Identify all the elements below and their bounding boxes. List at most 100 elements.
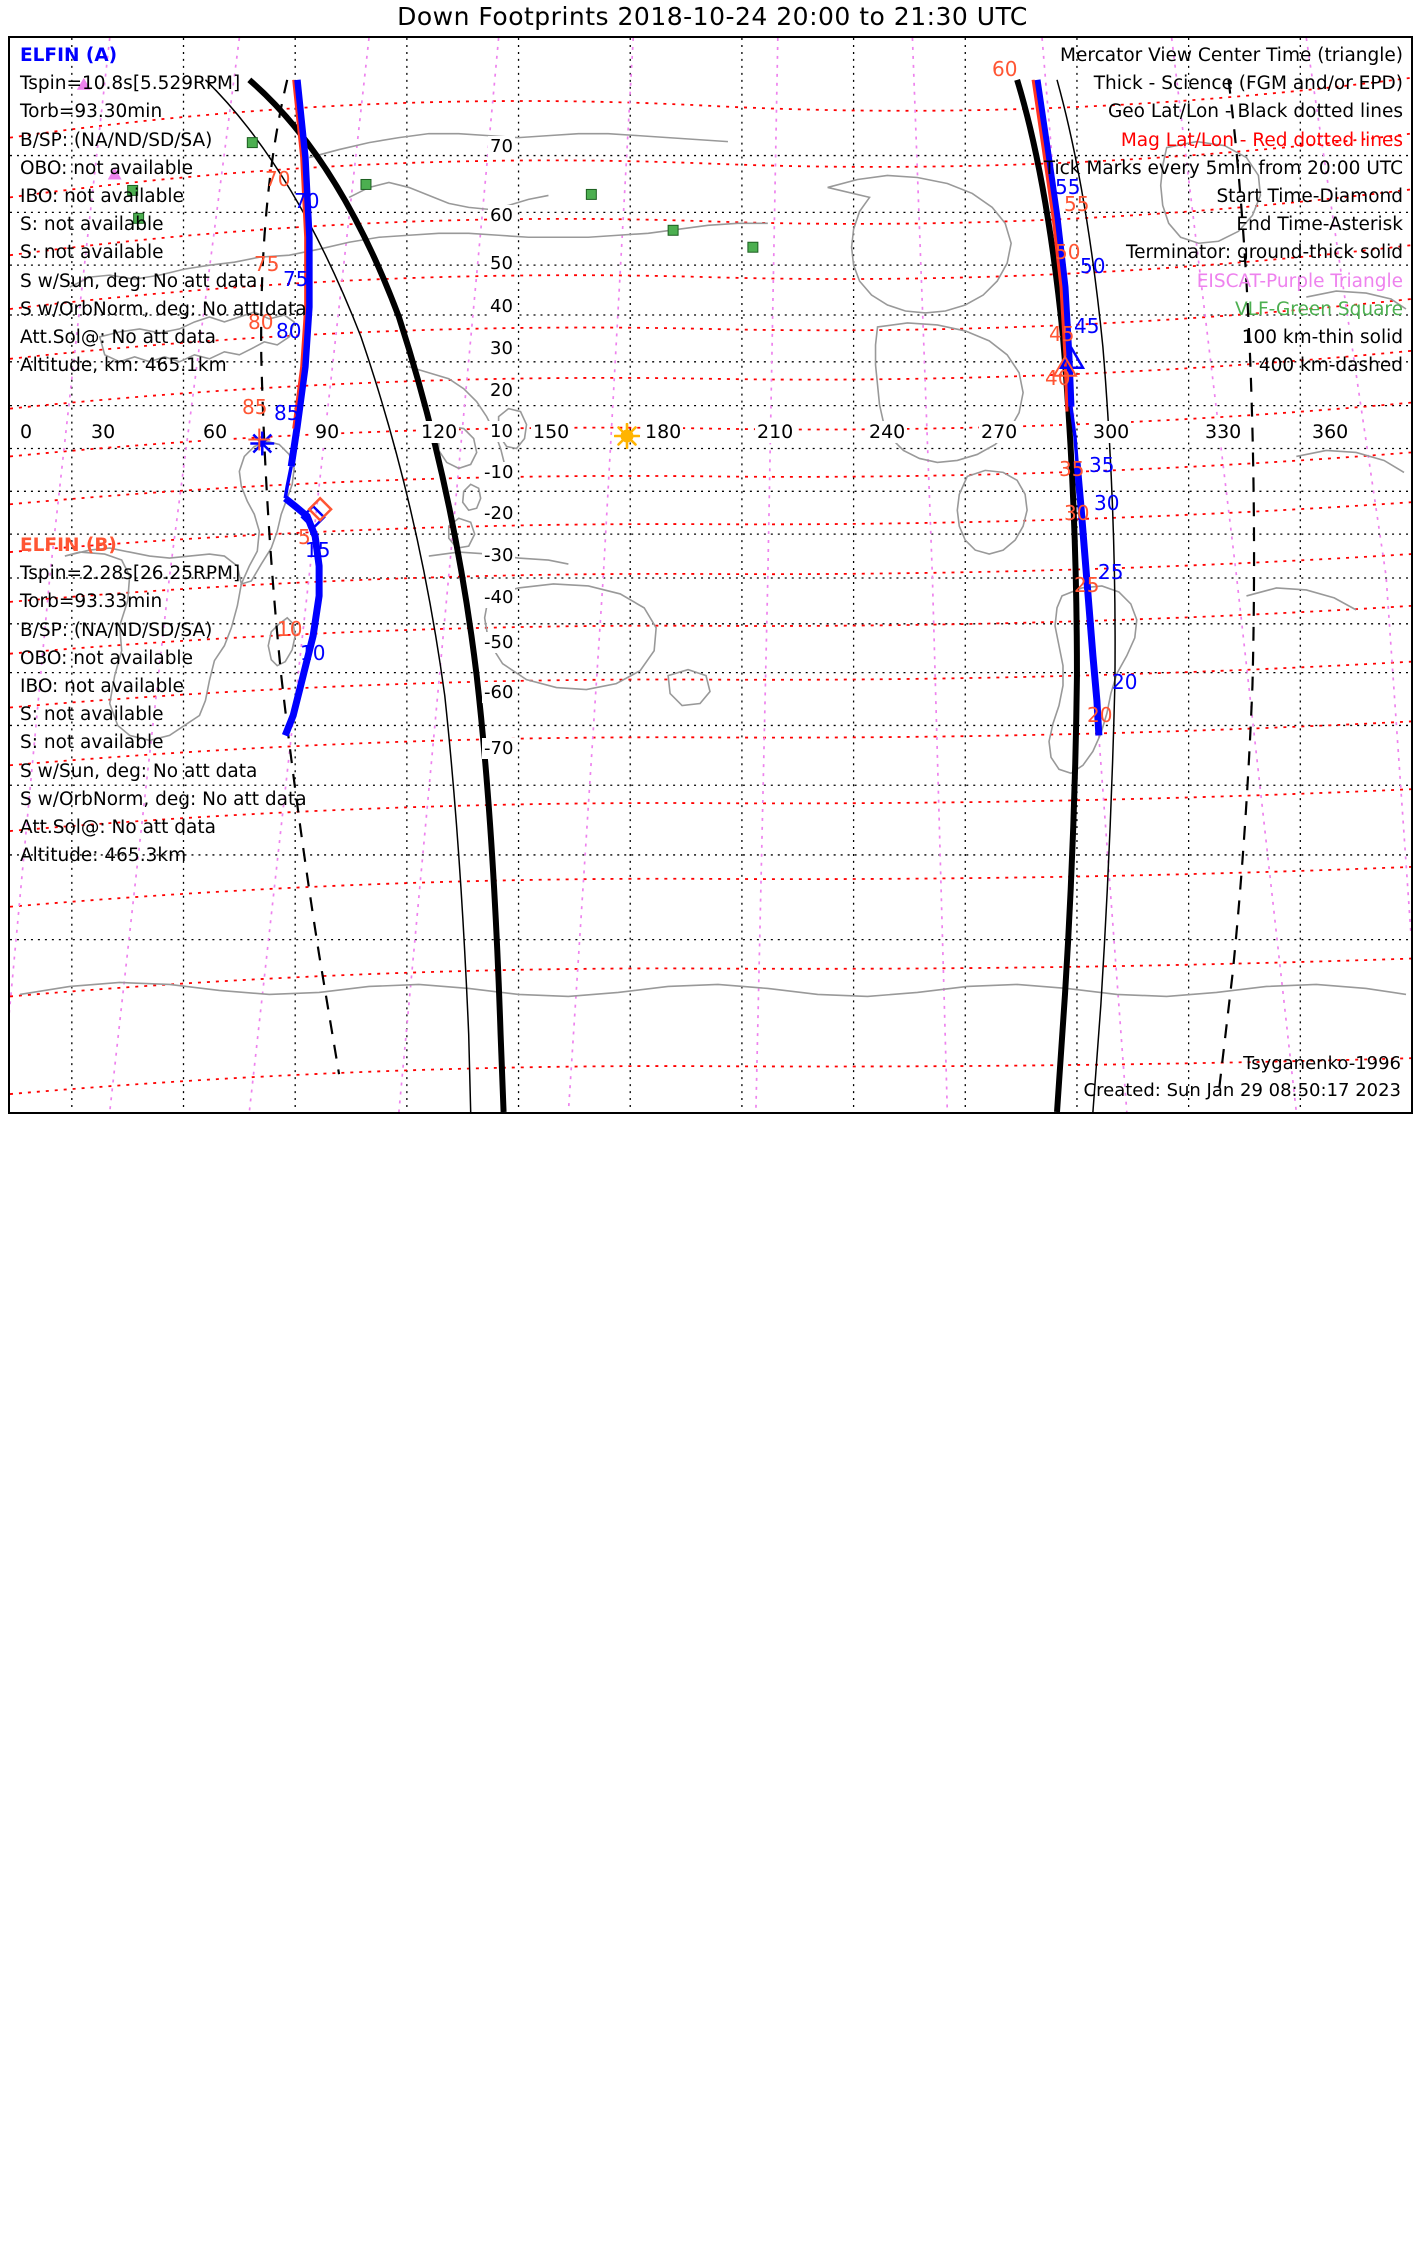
mlat-label-red-50: 50 [1055,240,1081,264]
ytick-m30: -30 [482,545,516,566]
legend-line-11: 400 km-dashed [1258,355,1403,377]
ytick-30: 30 [488,338,515,359]
mlat-label-red-40: 40 [1045,366,1071,390]
mlat-label-blue-70: 70 [294,189,320,213]
terminator-100km [204,79,1116,1112]
sun-icon [614,423,640,449]
legend-line-6: End Time-Asterisk [1236,214,1403,236]
legend-line-0: Mercator View Center Time (triangle) [1060,45,1403,66]
footprint-track-a[interactable] [281,79,323,737]
xtick-270: 270 [979,421,1020,443]
elfin-a-line-10: Altitude, km: 465.1km [20,355,227,377]
mlat-label-blue-85: 85 [274,401,300,425]
legend-line-9: VLF-Green Square [1235,298,1403,320]
legend-line-10: 100 km-thin solid [1241,327,1403,349]
elfin-a-line-2: B/SP: (NA/ND/SD/SA) [20,129,213,151]
ytick-60: 60 [488,205,515,226]
ytick-50: 50 [488,253,515,274]
mlat-label-blue-45: 45 [1074,314,1100,338]
mlat-label-red-60: 60 [992,57,1018,81]
elfin-b-line-8: S w/OrbNorm, deg: No att data [20,788,307,810]
footprint-track-mag-overlay [292,79,1069,429]
xtick-0: 0 [18,421,35,443]
mlat-label-blue-50: 50 [1080,254,1106,278]
mlat-label-blue-35: 35 [1089,453,1115,477]
terminator-400km [260,79,1256,1095]
mlat-label-blue-10: 10 [300,641,326,665]
mlat-label-red-25: 25 [1074,573,1100,597]
elfin-a-line-0: Tspin=10.8s[5.529RPM] [20,73,241,95]
mlat-label-red-45: 45 [1049,322,1075,346]
elfin-b-line-5: S: not available [20,704,164,726]
elfin-b-line-6: S: not available [20,732,164,754]
elfin-a-header: ELFIN (A) [20,45,118,66]
elfin-a-line-4: IBO: not available [20,186,184,208]
xtick-210: 210 [755,421,796,443]
elfin-a-line-8: S w/OrbNorm, deg: No att data [20,298,307,320]
xtick-240: 240 [867,421,908,443]
mag-lat-gridlines [10,76,1411,1095]
legend-down: Mercator View Center Time (triangle) Thi… [1044,42,1403,380]
ytick-m10: -10 [482,462,516,483]
elfin-b-line-0: Tspin=2.28s[26.25RPM] [20,563,241,585]
elfin-a-line-3: OBO: not available [20,157,193,179]
map-frame-down[interactable]: 0 30 60 90 120 150 180 210 240 270 300 3… [8,36,1413,1114]
ytick-10: 10 [488,421,515,442]
mlat-label-red-55: 55 [1064,192,1090,216]
elfin-b-line-1: Torb=93.33min [20,591,163,613]
ytick-m70: -70 [482,738,516,759]
ytick-m50: -50 [482,632,516,653]
ytick-m20: -20 [482,503,516,524]
marker-start-diamond-a [300,496,333,530]
mlat-label-red-30: 30 [1064,501,1090,525]
ytick-20: 20 [488,380,515,401]
terminator-ground [247,77,1080,1112]
elfin-a-line-9: Att.Sol@: No att data [20,327,216,349]
xtick-330: 330 [1203,421,1244,443]
mlat-label-red-75: 75 [254,252,280,276]
panel-title-down: Down Footprints 2018-10-24 20:00 to 21:3… [397,2,1028,31]
elfin-a-line-7: S w/Sun, deg: No att data [20,270,258,292]
xtick-120: 120 [419,421,460,443]
info-block-elfin-b-down: ELFIN (B) Tspin=2.28s[26.25RPM] Torb=93.… [20,532,307,870]
xtick-30: 30 [89,421,118,443]
xtick-90: 90 [313,421,342,443]
mlat-label-red-70: 70 [265,167,291,191]
created-label-down: Created: Sun Jan 29 08:50:17 2023 [1083,1080,1401,1101]
panel-conjugate-footprints: Conjugate Footprints 2018-10-24 20:00 to… [0,1125,1425,2250]
panel-down-footprints: Down Footprints 2018-10-24 20:00 to 21:3… [8,2,1413,1114]
xtick-180: 180 [643,421,684,443]
mlat-label-blue-75: 75 [283,267,309,291]
info-block-elfin-a-down: ELFIN (A) Tspin=10.8s[5.529RPM] Torb=93.… [20,42,307,380]
marker-center-triangle-b [1052,346,1086,377]
legend-line-7: Terminator: ground-thick solid [1125,242,1403,264]
mlat-label-blue-20: 20 [1112,670,1138,694]
mlat-label-blue-30: 30 [1094,491,1120,515]
elfin-b-header: ELFIN (B) [20,535,117,556]
mlat-label-blue-55: 55 [1055,175,1081,199]
vlf-green-square [127,137,759,253]
legend-line-3: Mag Lat/Lon - Red dotted lines [1120,129,1403,151]
mlat-label-blue-25: 25 [1098,560,1124,584]
elfin-a-line-6: S: not available [20,242,164,264]
elfin-b-line-7: S w/Sun, deg: No att data [20,760,258,782]
mlat-label-red-80: 80 [248,310,274,334]
elfin-a-line-1: Torb=93.30min [20,101,163,123]
elfin-b-line-3: OBO: not available [20,647,193,669]
legend-line-1: Thick - Science (FGM and/or EPD) [1093,73,1403,95]
model-label-down: Tsyganenko-1996 [1243,1053,1401,1074]
xtick-300: 300 [1091,421,1132,443]
legend-line-8: EISCAT-Purple Triangle [1196,270,1403,292]
map-canvas-down [10,38,1411,1112]
ytick-m60: -60 [482,682,516,703]
elfin-b-line-10: Altitude: 465.3km [20,845,187,867]
xtick-360: 360 [1310,421,1351,443]
mlat-label-red-10: 10 [277,617,303,641]
mlat-label-red-85: 85 [242,395,268,419]
mlat-label-red-5: 5 [298,525,311,549]
elfin-b-line-2: B/SP: (NA/ND/SD/SA) [20,619,213,641]
mlat-label-red-35: 35 [1059,457,1085,481]
marker-end-asterisk-a [248,428,275,456]
credits-down: Tsyganenko-1996 Created: Sun Jan 29 08:5… [1084,1050,1401,1104]
